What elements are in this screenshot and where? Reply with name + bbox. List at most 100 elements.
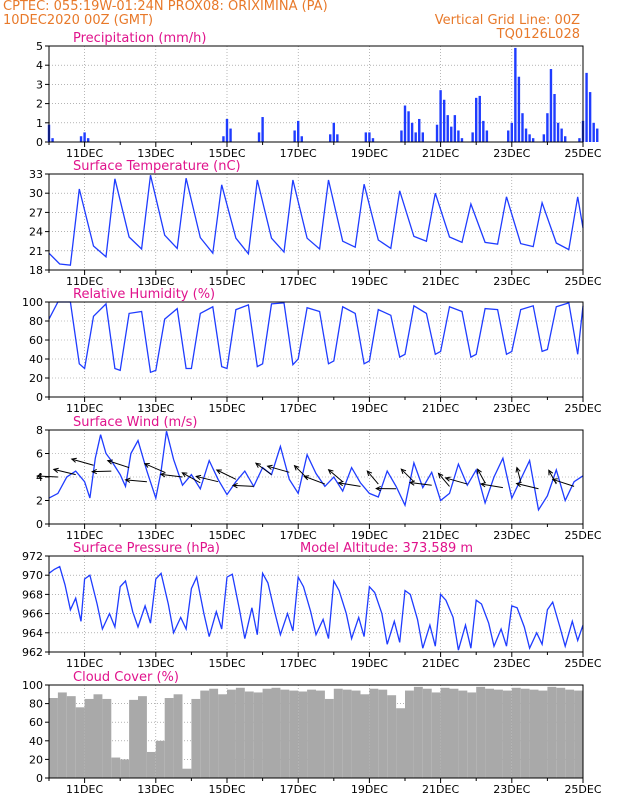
precip-bar <box>564 136 567 142</box>
cloud-bar <box>218 694 227 778</box>
wind-arrow-head <box>254 462 261 468</box>
cloud-bar <box>440 687 450 778</box>
cloud-bar <box>271 687 281 778</box>
panel-1-xtick-label: 11DEC <box>66 275 103 288</box>
wind-arrow <box>477 468 486 484</box>
panel-3-title: Surface Wind (m/s) <box>73 415 197 430</box>
cloud-bar <box>111 757 121 778</box>
panel-4-xtick-label: 21DEC <box>422 657 459 670</box>
wind-arrow-head <box>143 463 150 468</box>
wind-arrow <box>328 469 344 483</box>
panel-1-xtick-label: 25DEC <box>564 275 601 288</box>
run-date: 10DEC2020 00Z (GMT) <box>3 13 154 28</box>
panel-5-xtick-label: 11DEC <box>66 783 103 796</box>
panel-5-ytick-label: 20 <box>29 753 43 766</box>
cloud-bar <box>494 689 503 778</box>
precip-bar <box>542 134 546 142</box>
station-header: CPTEC: 055:19W-01:24N PROX08: ORIXIMINA … <box>3 0 328 14</box>
wind-arrow <box>400 468 415 483</box>
precip-bar <box>79 136 83 142</box>
wind-arrow <box>409 482 432 486</box>
precip-bar <box>528 134 531 142</box>
precip-bar <box>553 94 556 142</box>
cloud-bar <box>360 694 370 778</box>
wind-arrow <box>438 473 450 487</box>
wind-arrow <box>516 483 539 490</box>
panel-3-xtick-label: 25DEC <box>564 529 601 542</box>
panel-4-ytick-label: 972 <box>22 550 43 563</box>
panel-4-xtick-label: 23DEC <box>493 657 530 670</box>
panel-5-ytick-label: 40 <box>29 735 43 748</box>
precip-bar <box>453 115 457 142</box>
cloud-bar <box>502 690 512 778</box>
precip-bar <box>546 113 549 142</box>
wind-arrow <box>366 470 379 485</box>
wind-arrow-head <box>408 480 415 486</box>
precip-bar <box>596 128 599 142</box>
cloud-bar <box>182 768 192 778</box>
panel-0-xtick-label: 25DEC <box>564 147 601 160</box>
cloud-bar <box>574 690 583 778</box>
panel-4-ytick-label: 962 <box>22 646 43 659</box>
cloud-bar <box>227 689 236 778</box>
cloud-bar <box>467 692 477 778</box>
panel-0-xtick-label: 21DEC <box>422 147 459 160</box>
panel-4-xtick-label: 19DEC <box>351 657 388 670</box>
panel-1-ytick-label: 33 <box>29 168 43 181</box>
panel-1-xtick-label: 17DEC <box>280 275 317 288</box>
panel-1-series-line <box>48 175 584 266</box>
wind-arrow-head <box>266 464 273 470</box>
panel-4-ytick-label: 964 <box>22 627 43 640</box>
precip-bar <box>585 72 588 142</box>
cloud-bar <box>280 689 290 778</box>
wind-arrow-head <box>293 464 300 471</box>
precip-bar <box>225 118 229 142</box>
precip-bar <box>410 122 414 142</box>
cloud-bar <box>485 688 494 778</box>
panel-5-xtick-label: 21DEC <box>422 783 459 796</box>
precip-bar <box>336 134 339 142</box>
cloud-bar <box>476 686 486 778</box>
cloud-bar <box>84 698 94 778</box>
panel-0-xtick-label: 11DEC <box>66 147 103 160</box>
cloud-bar <box>413 686 423 778</box>
panel-2-ytick-label: 20 <box>29 372 43 385</box>
wind-arrow-head <box>303 475 310 481</box>
panel-1-ytick-label: 24 <box>29 226 43 239</box>
precip-bar <box>257 132 261 142</box>
precip-bar <box>421 132 424 142</box>
wind-arrow-head <box>159 472 166 478</box>
cloud-bar <box>146 751 156 778</box>
cloud-bar <box>431 692 441 778</box>
precip-bar <box>521 113 524 142</box>
panel-1-xtick-label: 19DEC <box>351 275 388 288</box>
panel-5-xtick-label: 13DEC <box>137 783 174 796</box>
precip-bar <box>531 138 535 142</box>
panel-2-ytick-label: 60 <box>29 334 43 347</box>
wind-arrow <box>338 482 361 487</box>
precip-bar <box>517 76 521 142</box>
precip-bar <box>364 132 368 142</box>
wind-arrow-head <box>52 467 59 473</box>
panel-3-xtick-label: 19DEC <box>351 529 388 542</box>
precip-bar <box>439 90 442 142</box>
cloud-bar <box>75 707 85 778</box>
cloud-bar <box>458 690 468 778</box>
panel-2-series-line <box>48 301 584 374</box>
cloud-bar <box>369 688 379 778</box>
precip-bar <box>485 130 489 142</box>
cloud-bar <box>316 690 325 778</box>
cloud-bar <box>422 688 432 778</box>
panel-4-xtick-label: 13DEC <box>137 657 174 670</box>
panel-2-ytick-label: 40 <box>29 353 43 366</box>
wind-arrow-head <box>551 478 558 484</box>
panel-4-xtick-label: 15DEC <box>208 657 245 670</box>
panel-0-ytick-label: 5 <box>36 40 43 53</box>
cloud-bar <box>155 740 165 778</box>
wind-arrow <box>160 473 183 478</box>
wind-arrow-head <box>515 481 522 488</box>
wind-arrow <box>480 483 503 489</box>
panel-1-xtick-label: 15DEC <box>208 275 245 288</box>
precip-bar <box>588 92 592 142</box>
cloud-bar <box>120 759 130 778</box>
